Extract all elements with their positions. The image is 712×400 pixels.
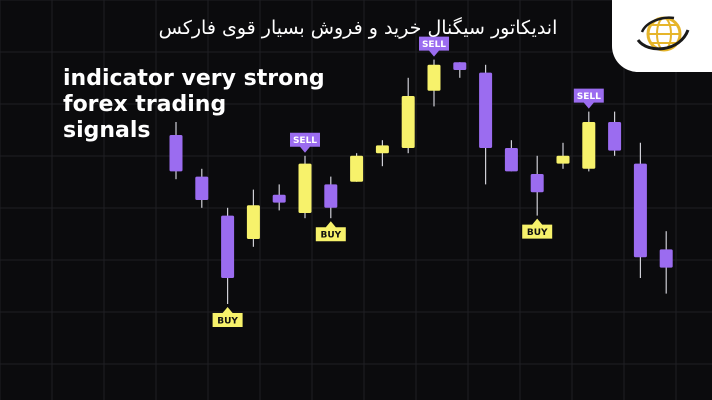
candle-body-bullish <box>246 205 260 239</box>
candle-13 <box>479 64 493 185</box>
candle-body-bearish <box>195 176 209 200</box>
buy-signal-badge: BUY <box>212 307 243 327</box>
headline-line-1: indicator very strong <box>63 66 325 91</box>
signal-badge-shape <box>522 218 553 239</box>
candle-body-bearish <box>504 148 518 172</box>
candle-1 <box>169 122 183 180</box>
headline-line-3: signals <box>63 118 151 143</box>
signal-badge-shape <box>419 36 449 57</box>
headline: indicator very strong forex trading sign… <box>63 66 325 144</box>
headline-line-2: forex trading <box>63 92 227 117</box>
candle-20 <box>659 231 673 294</box>
buy-signal-badge: BUY <box>315 221 346 242</box>
signal-badge-shape <box>290 132 320 153</box>
candle-body-bearish <box>530 174 544 193</box>
sell-signal-badge: SELL <box>290 132 320 153</box>
signal-label: SELL <box>422 40 446 50</box>
candle-body-bearish <box>221 215 235 278</box>
candle-17 <box>582 111 596 172</box>
candle-body-bullish <box>401 96 415 148</box>
globe-logo-icon <box>636 16 690 52</box>
candles-layer <box>169 59 673 304</box>
signal-label: BUY <box>217 316 238 326</box>
candle-body-bullish <box>350 155 364 182</box>
sell-signal-badge: SELL <box>573 88 604 109</box>
candle-16 <box>556 142 570 169</box>
candle-body-bearish <box>608 122 622 151</box>
candle-18 <box>608 111 622 156</box>
candle-11 <box>427 59 441 107</box>
signal-label: SELL <box>293 136 317 146</box>
signal-badge-shape <box>315 221 346 242</box>
candle-4 <box>246 189 260 247</box>
candle-body-bearish <box>324 184 338 208</box>
signal-label: BUY <box>320 231 341 241</box>
candle-14 <box>504 140 518 172</box>
candle-body-bearish <box>272 194 286 203</box>
candle-3 <box>221 207 235 304</box>
candle-19 <box>633 142 647 278</box>
candle-body-bullish <box>375 145 389 154</box>
signal-badge-shape <box>212 307 243 327</box>
candle-body-bearish <box>169 135 183 172</box>
candle-7 <box>324 176 338 219</box>
candle-2 <box>195 168 209 208</box>
candle-body-bullish <box>427 64 441 91</box>
candle-12 <box>453 62 467 78</box>
persian-title: اندیکاتور سیگنال خرید و فروش بسیار قوی ف… <box>158 17 558 39</box>
candle-body-bullish <box>582 122 596 169</box>
candle-15 <box>530 155 544 216</box>
candle-body-bearish <box>659 249 673 268</box>
candle-body-bearish <box>633 163 647 258</box>
logo-badge <box>612 0 712 72</box>
signals-layer: SELL SELL SELL BUY BUY BUY <box>212 36 604 327</box>
candle-9 <box>375 140 389 167</box>
signal-badge-shape <box>573 88 604 109</box>
candle-body-bullish <box>556 155 570 164</box>
signal-label: SELL <box>577 92 601 102</box>
candle-body-bullish <box>298 163 312 213</box>
candle-8 <box>350 153 364 182</box>
candle-body-bearish <box>479 72 493 148</box>
buy-signal-badge: BUY <box>522 218 553 239</box>
candle-10 <box>401 77 415 154</box>
sell-signal-badge: SELL <box>419 36 449 57</box>
candle-body-bearish <box>453 62 467 70</box>
signal-label: BUY <box>527 228 548 238</box>
candle-5 <box>272 184 286 211</box>
candle-6 <box>298 155 312 219</box>
